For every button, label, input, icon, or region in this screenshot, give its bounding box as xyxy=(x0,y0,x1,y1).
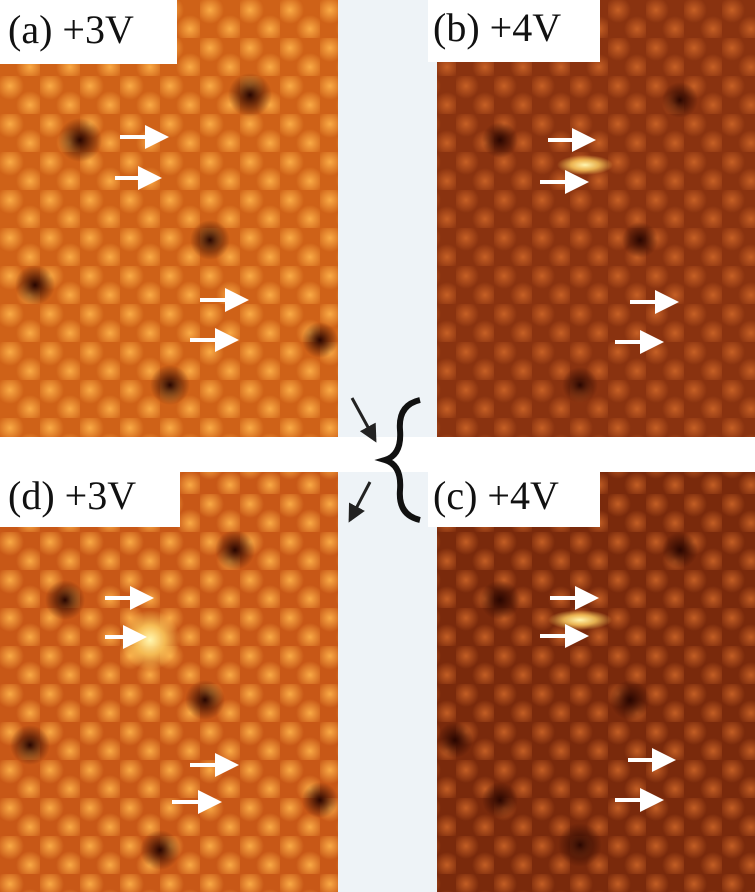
panel-b xyxy=(437,0,755,437)
panel-d xyxy=(0,472,338,892)
panel-label: (b) +4V xyxy=(433,5,561,50)
panel-label: (a) +3V xyxy=(8,7,134,52)
panel-label: (d) +3V xyxy=(8,473,136,518)
panel-a xyxy=(0,0,338,437)
gap xyxy=(0,437,755,472)
panel-label: (c) +4V xyxy=(433,473,559,518)
panel-c xyxy=(437,472,755,892)
figure: (a) +3V (b) +4V (d) +3V (c) +4V xyxy=(0,0,755,892)
